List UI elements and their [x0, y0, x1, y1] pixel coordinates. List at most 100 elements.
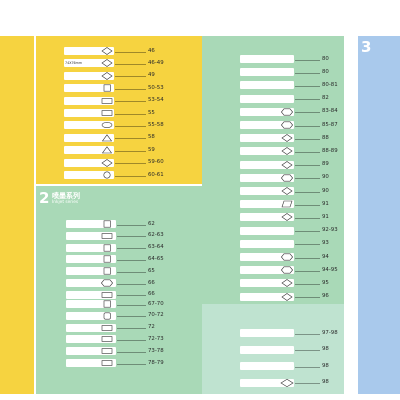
page-code: 88	[322, 134, 329, 141]
inkjet-series-panel: 2 喷墨系列 Inkjet series 62 62-63 63-64 64-65 65…	[36, 186, 166, 394]
catalog-row: 53-54	[36, 96, 166, 106]
size-cell	[66, 255, 116, 264]
page-code: 62-63	[148, 232, 164, 239]
size-cell	[240, 226, 294, 235]
leader-line	[295, 85, 320, 87]
page-code: 65	[148, 267, 155, 274]
leader-line	[115, 51, 146, 53]
size-cell	[240, 292, 294, 301]
catalog-row: 66	[36, 290, 166, 300]
catalog-row: 60-61	[36, 170, 166, 180]
catalog-row: 95	[202, 278, 344, 288]
size-cell	[64, 71, 114, 80]
size-cell	[240, 266, 294, 275]
triangle-shape-icon	[100, 134, 114, 142]
catalog-row: 73-78	[36, 346, 166, 356]
diamond-shape-icon	[280, 147, 294, 156]
catalog-row: 59-60	[36, 158, 166, 168]
hexagon-shape-icon	[280, 121, 294, 129]
catalog-row: 63-64	[36, 243, 166, 253]
catalog-row: 70-72	[36, 311, 166, 321]
page-code: 80-81	[322, 81, 338, 88]
catalog-row: 80	[202, 67, 344, 77]
catalog-row: 59	[36, 145, 166, 155]
rect-shape-icon	[100, 347, 114, 355]
leader-line	[295, 244, 320, 246]
leader-line	[295, 72, 320, 74]
blank-shape-icon	[280, 227, 294, 235]
page-code: 59-60	[148, 159, 164, 166]
leader-line	[115, 125, 146, 127]
leader-line	[117, 328, 146, 330]
page-code: 59	[148, 146, 155, 153]
leader-line	[117, 283, 146, 285]
size-cell	[240, 68, 294, 77]
section-title-en: Inkjet series	[52, 200, 79, 205]
page-code: 62	[148, 220, 155, 227]
leader-line	[115, 150, 146, 152]
leader-line	[295, 178, 320, 180]
leader-line	[117, 304, 146, 306]
catalog-row: 58	[36, 133, 166, 143]
size-cell	[240, 55, 294, 63]
oval-shape-icon	[100, 121, 114, 129]
square-shape-icon	[100, 267, 114, 275]
catalog-row: 64-65	[36, 254, 166, 264]
green-band-gap	[166, 186, 202, 394]
page-code: 92-93	[322, 227, 338, 234]
page-code: 80	[322, 55, 329, 62]
size-cell	[66, 220, 116, 228]
blank-shape-icon	[280, 81, 294, 89]
diamond-shape-icon	[100, 47, 114, 55]
leader-line	[117, 363, 146, 365]
leader-line	[115, 138, 146, 140]
size-cell	[240, 81, 294, 90]
leader-line	[115, 76, 146, 78]
page-code: 46-49	[148, 59, 164, 66]
page-code: 83-84	[322, 108, 338, 115]
page-code: 58	[148, 134, 155, 141]
leader-line	[117, 351, 146, 353]
leader-line	[295, 231, 320, 233]
catalog-row: 65	[36, 266, 166, 276]
parallelogram-shape-icon	[280, 200, 294, 208]
leader-line	[295, 270, 320, 272]
crystal-series-panel: 3	[358, 36, 400, 394]
rect-shape-icon	[100, 335, 114, 343]
leader-line	[295, 366, 320, 368]
diamond-shape-icon	[280, 160, 294, 169]
rect-shape-icon	[100, 232, 114, 240]
blank-shape-icon	[280, 346, 294, 354]
catalog-row: 88	[202, 133, 344, 143]
leader-line	[117, 295, 146, 297]
rect-shape-icon	[100, 359, 114, 367]
catalog-row: 62-63	[36, 231, 166, 241]
leader-line	[295, 350, 320, 351]
diamond-shape-icon	[280, 187, 294, 195]
catalog-row: 55-58	[36, 120, 166, 130]
size-cell	[240, 279, 294, 288]
catalog-row: 98	[202, 378, 344, 388]
size-cell	[240, 107, 294, 116]
leader-line	[295, 257, 320, 259]
page-code: 93	[322, 240, 329, 247]
hexagon-shape-icon	[280, 174, 294, 182]
catalog-row: 55	[36, 108, 166, 118]
page-code: 90	[322, 187, 329, 194]
size-cell	[64, 109, 114, 117]
blank-shape-icon	[280, 329, 294, 337]
catalog-row: 66	[36, 278, 166, 288]
square-shape-icon	[100, 244, 114, 252]
page-code: 80	[322, 68, 329, 75]
square-shape-icon	[100, 300, 114, 308]
square-shape-icon	[100, 84, 114, 92]
rect-shape-icon	[100, 324, 114, 332]
page-code: 97-98	[322, 329, 338, 336]
size-label: 74X76mm	[65, 60, 83, 65]
size-cell	[66, 279, 116, 287]
page-code: 64-65	[148, 255, 164, 262]
size-cell	[240, 362, 294, 370]
page-code: 98	[322, 379, 329, 385]
blank-shape-icon	[280, 55, 294, 63]
catalog-row: 91	[202, 199, 344, 209]
